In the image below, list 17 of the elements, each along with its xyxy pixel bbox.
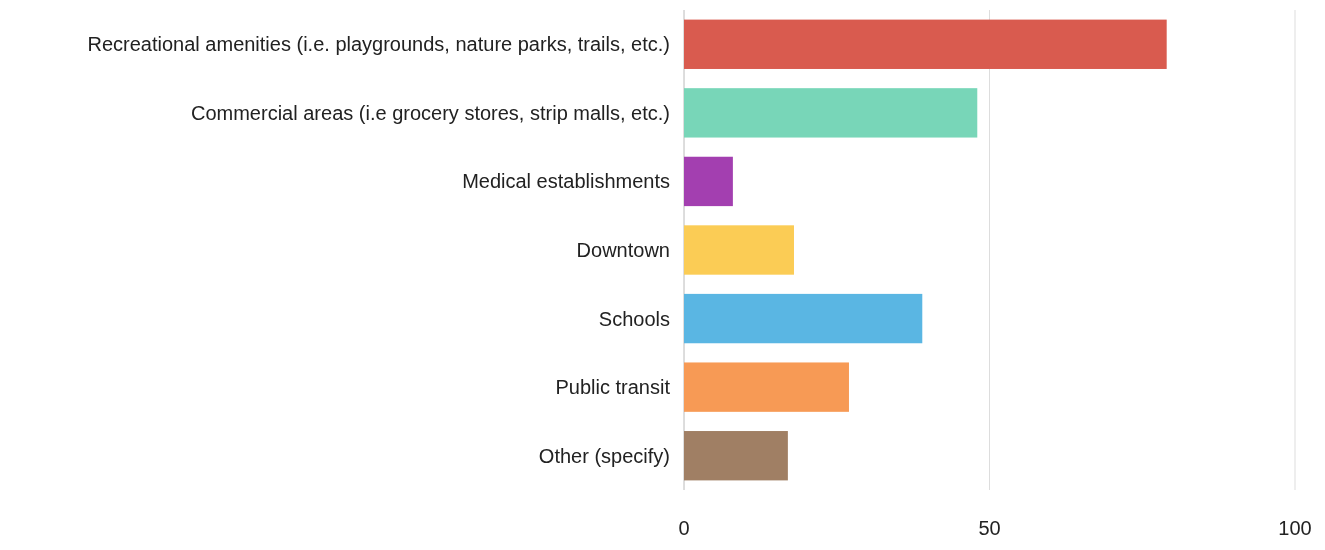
bar <box>684 431 788 481</box>
bar <box>684 156 733 207</box>
y-tick-label: Recreational amenities (i.e. playgrounds, nature parks, trails, etc.) <box>87 33 670 56</box>
x-tick-label: 50 <box>978 517 1001 539</box>
x-tick-label: 100 <box>1278 517 1312 539</box>
bar <box>684 293 923 344</box>
bar <box>684 19 1167 69</box>
y-tick-label: Medical establishments <box>462 170 670 193</box>
y-tick-label: Commercial areas (i.e grocery stores, strip malls, etc.) <box>190 101 670 124</box>
y-tick-label: Downtown <box>576 239 670 261</box>
x-tick-label: 0 <box>678 517 690 539</box>
y-tick-label: Schools <box>598 307 670 330</box>
y-tick-label: Other (specify) <box>538 444 670 467</box>
bar <box>684 225 794 275</box>
bar <box>684 88 978 138</box>
bar <box>684 362 849 412</box>
y-tick-label: Public transit <box>555 376 671 399</box>
